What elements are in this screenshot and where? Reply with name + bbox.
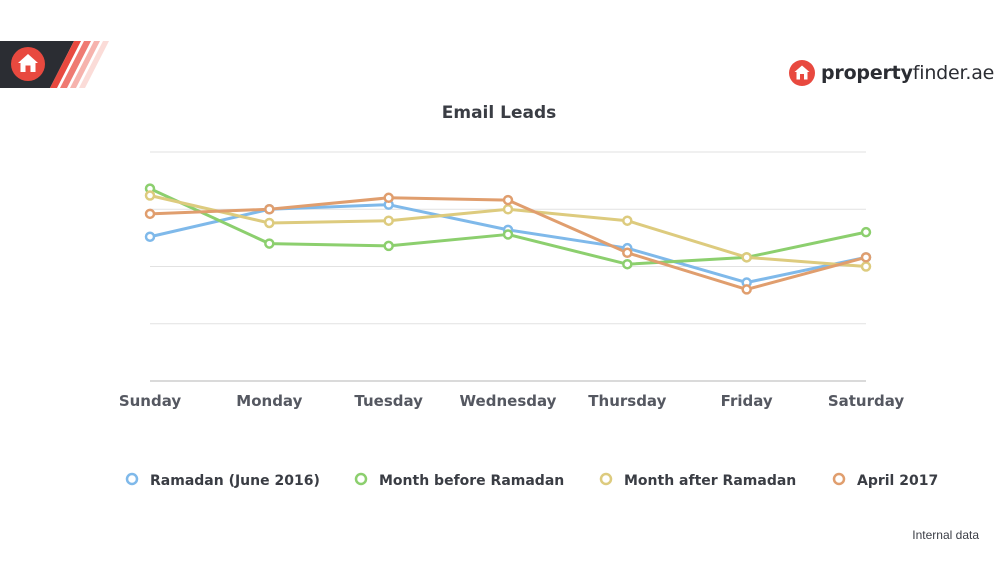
data-point xyxy=(264,238,275,249)
data-point xyxy=(741,284,752,295)
legend-marker xyxy=(832,472,846,486)
data-point xyxy=(383,215,394,226)
x-tick-label: Monday xyxy=(236,392,302,410)
series-markers xyxy=(144,183,872,295)
x-tick-label: Thursday xyxy=(588,392,666,410)
home-icon xyxy=(789,60,815,86)
data-point xyxy=(383,192,394,204)
data-point xyxy=(622,247,633,259)
x-tick-label: Tuesday xyxy=(354,392,423,410)
brand-logo: propertyfinder.ae xyxy=(789,60,994,86)
x-tick-label: Wednesday xyxy=(460,392,557,410)
legend-label: Month before Ramadan xyxy=(379,473,564,489)
data-point xyxy=(144,208,156,220)
series-line xyxy=(148,203,868,285)
brand-name: propertyfinder.ae xyxy=(821,62,995,84)
data-point xyxy=(144,190,156,201)
data-point xyxy=(502,204,514,215)
home-icon xyxy=(11,47,45,81)
data-point xyxy=(264,204,275,215)
data-point xyxy=(622,215,633,226)
data-point xyxy=(264,217,275,229)
data-point xyxy=(860,252,872,263)
legend: Ramadan (June 2016) Month before Ramadan M… xyxy=(125,472,938,489)
legend-label: Ramadan (June 2016) xyxy=(150,473,320,489)
legend-marker xyxy=(354,472,368,486)
data-point xyxy=(741,252,752,263)
source-footnote: Internal data xyxy=(912,528,979,542)
legend-marker xyxy=(125,472,139,486)
data-point xyxy=(622,258,633,270)
data-point xyxy=(502,229,514,240)
legend-marker xyxy=(599,472,613,486)
chart-title: Email Leads xyxy=(442,103,557,123)
data-point xyxy=(144,231,156,242)
corner-banner xyxy=(0,41,109,88)
x-axis-labels: Sunday Monday Tuesday Wednesday Thursday Frid… xyxy=(119,392,905,410)
grid-lines xyxy=(150,151,866,382)
data-point xyxy=(860,261,872,272)
data-point xyxy=(860,226,872,238)
x-tick-label: Friday xyxy=(721,392,773,410)
x-tick-label: Saturday xyxy=(828,392,905,410)
x-tick-label: Sunday xyxy=(119,392,182,410)
data-point xyxy=(502,194,514,206)
data-point xyxy=(383,240,394,252)
legend-label: April 2017 xyxy=(857,473,938,489)
legend-label: Month after Ramadan xyxy=(624,473,796,489)
